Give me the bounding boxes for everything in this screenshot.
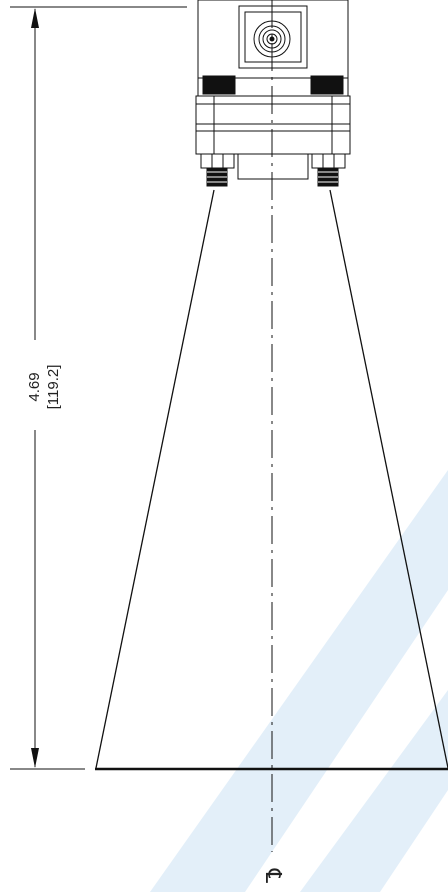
watermark-stripe-2: [300, 690, 448, 892]
screw-left: [200, 153, 235, 187]
arrowhead-bottom: [31, 748, 39, 768]
dimension-inches: 4.69: [26, 372, 43, 401]
horn-cone: [95, 189, 448, 771]
cone-left-edge: [95, 189, 215, 769]
arrowhead-top: [31, 8, 39, 28]
watermark-stripe-1: [150, 470, 448, 892]
throat-section: [237, 153, 309, 180]
screw-right: [311, 153, 346, 187]
watermark: [150, 470, 448, 892]
flange-plate: [195, 95, 351, 155]
mount-pad-right: [310, 75, 344, 95]
vertical-dimension: [10, 6, 187, 770]
mount-pad-left: [202, 75, 236, 95]
dimension-millimeters: [119.2]: [45, 365, 62, 410]
feed-assembly: [195, 0, 351, 187]
coax-connector-icon: [253, 20, 291, 58]
cone-right-edge: [329, 189, 448, 769]
centerline-symbol-icon: ℄: [260, 868, 285, 884]
